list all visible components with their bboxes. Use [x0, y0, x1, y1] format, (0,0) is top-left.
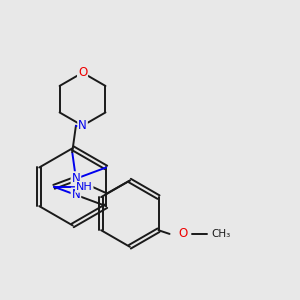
Text: N: N	[71, 172, 80, 185]
Text: CH₃: CH₃	[212, 229, 231, 239]
Text: N: N	[71, 188, 80, 201]
Text: N: N	[78, 119, 87, 132]
Text: NH: NH	[76, 182, 93, 192]
Text: O: O	[178, 227, 188, 240]
Text: O: O	[78, 66, 87, 79]
